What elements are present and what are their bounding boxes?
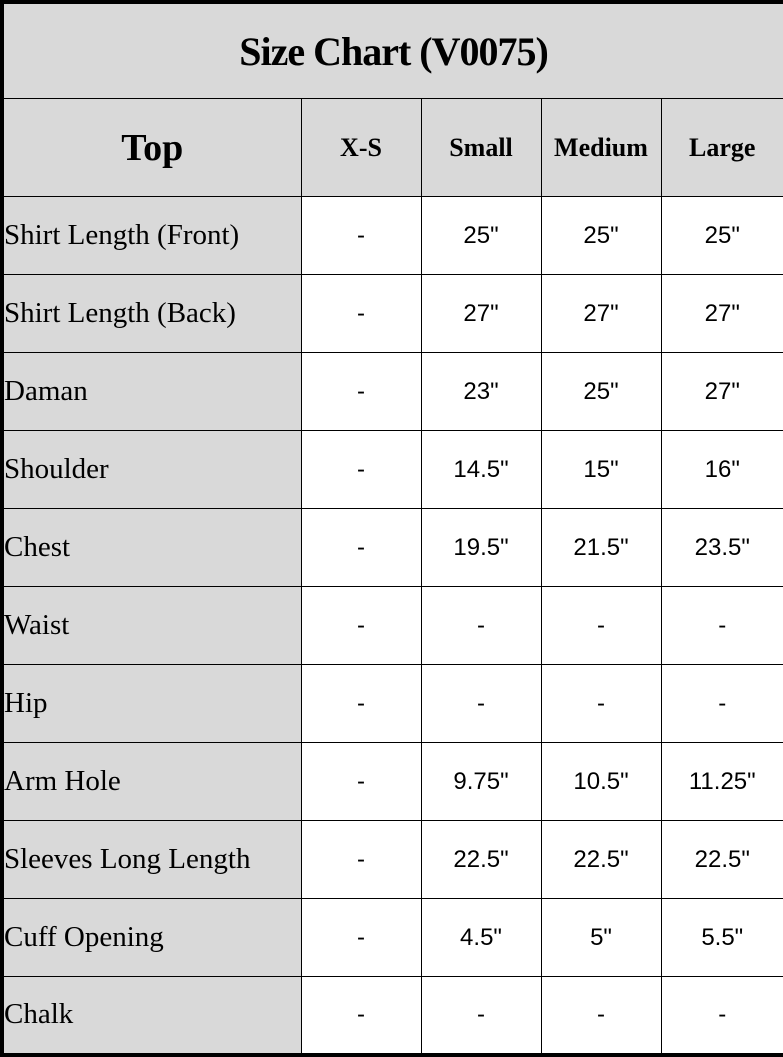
row-label-shirt-length-front: Shirt Length (Front) [1, 196, 302, 275]
size-value-cell: 14.5" [420, 430, 542, 509]
column-header-medium: Medium [540, 98, 662, 197]
table-row: Sleeves Long Length - 22.5" 22.5" 22.5" [1, 820, 783, 899]
size-value-cell: 16" [660, 430, 783, 509]
size-value-cell: 4.5" [420, 898, 542, 977]
column-header-small: Small [420, 98, 542, 197]
table-row: Daman - 23" 25" 27" [1, 352, 783, 431]
size-value-cell: - [300, 352, 422, 431]
column-header-top: Top [1, 98, 302, 197]
size-value-cell: - [300, 742, 422, 821]
size-value-cell: - [300, 976, 422, 1055]
size-value-cell: 10.5" [540, 742, 662, 821]
size-value-cell: 25" [540, 196, 662, 275]
size-value-cell: 23.5" [660, 508, 783, 587]
row-label-arm-hole: Arm Hole [1, 742, 302, 821]
size-value-cell: 22.5" [660, 820, 783, 899]
size-value-cell: - [540, 976, 662, 1055]
table-row: Shirt Length (Back) - 27" 27" 27" [1, 274, 783, 353]
size-value-cell: - [540, 586, 662, 665]
size-value-cell: 22.5" [420, 820, 542, 899]
size-value-cell: - [540, 664, 662, 743]
size-value-cell: 21.5" [540, 508, 662, 587]
size-value-cell: - [660, 664, 783, 743]
row-label-shoulder: Shoulder [1, 430, 302, 509]
size-value-cell: 23" [420, 352, 542, 431]
size-value-cell: 25" [660, 196, 783, 275]
size-value-cell: 27" [660, 352, 783, 431]
size-value-cell: 22.5" [540, 820, 662, 899]
size-value-cell: - [660, 976, 783, 1055]
size-value-cell: - [420, 976, 542, 1055]
row-label-shirt-length-back: Shirt Length (Back) [1, 274, 302, 353]
size-value-cell: - [300, 196, 422, 275]
table-row: Shirt Length (Front) - 25" 25" 25" [1, 196, 783, 275]
size-value-cell: 25" [420, 196, 542, 275]
size-value-cell: 19.5" [420, 508, 542, 587]
row-label-sleeves-long-length: Sleeves Long Length [1, 820, 302, 899]
table-row: Cuff Opening - 4.5" 5" 5.5" [1, 898, 783, 977]
size-value-cell: 27" [660, 274, 783, 353]
table-row: Hip - - - - [1, 664, 783, 743]
size-value-cell: - [420, 586, 542, 665]
table-row: Chalk - - - - [1, 976, 783, 1055]
row-label-daman: Daman [1, 352, 302, 431]
size-value-cell: - [300, 586, 422, 665]
size-value-cell: - [420, 664, 542, 743]
column-header-large: Large [660, 98, 783, 197]
row-label-cuff-opening: Cuff Opening [1, 898, 302, 977]
table-row: Arm Hole - 9.75" 10.5" 11.25" [1, 742, 783, 821]
row-label-chest: Chest [1, 508, 302, 587]
header-row: Top X-S Small Medium Large [1, 98, 783, 197]
size-value-cell: - [300, 898, 422, 977]
size-value-cell: 15" [540, 430, 662, 509]
size-value-cell: - [660, 586, 783, 665]
size-value-cell: - [300, 820, 422, 899]
size-value-cell: 9.75" [420, 742, 542, 821]
size-value-cell: - [300, 664, 422, 743]
size-value-cell: 11.25" [660, 742, 783, 821]
chart-title: Size Chart (V0075) [1, 1, 783, 99]
size-value-cell: 5.5" [660, 898, 783, 977]
row-label-waist: Waist [1, 586, 302, 665]
column-header-xs: X-S [300, 98, 422, 197]
size-value-cell: 27" [420, 274, 542, 353]
table-row: Waist - - - - [1, 586, 783, 665]
row-label-chalk: Chalk [1, 976, 302, 1055]
size-value-cell: - [300, 508, 422, 587]
size-value-cell: 25" [540, 352, 662, 431]
table-row: Chest - 19.5" 21.5" 23.5" [1, 508, 783, 587]
size-value-cell: 5" [540, 898, 662, 977]
title-row: Size Chart (V0075) [1, 1, 783, 99]
row-label-hip: Hip [1, 664, 302, 743]
size-value-cell: 27" [540, 274, 662, 353]
table-row: Shoulder - 14.5" 15" 16" [1, 430, 783, 509]
size-value-cell: - [300, 430, 422, 509]
size-value-cell: - [300, 274, 422, 353]
